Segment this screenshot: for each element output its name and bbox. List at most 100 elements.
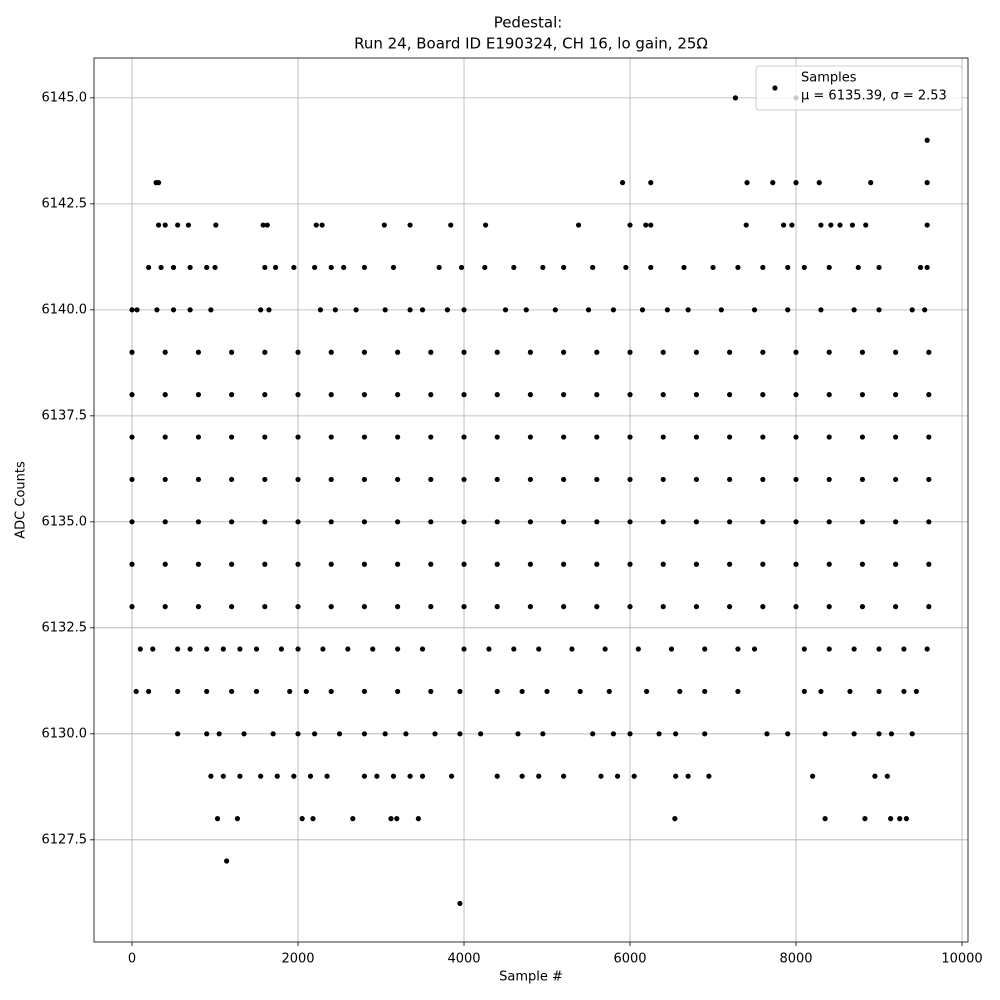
point [693, 519, 700, 525]
point [693, 604, 700, 610]
point [862, 816, 868, 822]
point [922, 307, 928, 313]
point [395, 476, 401, 483]
point [175, 731, 181, 737]
point [793, 434, 799, 440]
point [623, 264, 629, 271]
point [328, 349, 334, 355]
point [888, 731, 895, 737]
y-tick-label: 6142.5 [42, 196, 88, 211]
point [458, 264, 465, 271]
point [341, 264, 347, 271]
point [851, 307, 857, 313]
point [876, 307, 882, 313]
point [822, 816, 828, 822]
point [681, 264, 687, 271]
point [307, 773, 314, 779]
point [614, 773, 621, 779]
point [262, 519, 268, 525]
point [374, 773, 380, 779]
point [390, 264, 397, 271]
point [849, 222, 856, 228]
point [893, 349, 899, 355]
point [229, 688, 235, 695]
point [826, 604, 832, 610]
point [924, 180, 930, 186]
point [129, 307, 135, 313]
point [328, 392, 334, 398]
point [826, 349, 832, 355]
point [260, 222, 266, 228]
point [627, 349, 633, 355]
point [345, 646, 351, 652]
point [743, 222, 749, 228]
point [328, 561, 334, 567]
point [273, 264, 279, 271]
point [552, 307, 558, 313]
point [208, 307, 214, 313]
point [818, 688, 824, 695]
point [818, 222, 824, 228]
point [187, 264, 193, 271]
point [764, 731, 770, 737]
point [494, 349, 500, 355]
point [664, 307, 670, 313]
point [868, 180, 874, 186]
point [428, 392, 434, 398]
point [264, 222, 270, 228]
y-tick-label: 6135.0 [42, 514, 88, 529]
point [924, 264, 930, 271]
point [195, 392, 202, 398]
point [129, 519, 135, 525]
x-tick-label: 0 [128, 952, 136, 967]
y-axis-label: ADC Counts [14, 461, 29, 539]
point [395, 349, 401, 355]
point [619, 180, 626, 186]
point [903, 816, 910, 822]
point [266, 307, 272, 313]
point [594, 519, 600, 525]
point [428, 519, 434, 525]
point [793, 392, 799, 398]
point [511, 264, 517, 271]
point [361, 519, 368, 525]
point [494, 476, 500, 483]
point [926, 349, 932, 355]
point [370, 646, 376, 652]
point [673, 773, 679, 779]
point [863, 222, 869, 228]
point [162, 519, 168, 525]
point [278, 646, 285, 652]
point [660, 349, 666, 355]
point [926, 476, 932, 483]
point [855, 264, 861, 271]
point [253, 688, 260, 695]
point [502, 307, 509, 313]
point [204, 731, 210, 737]
point [527, 349, 534, 355]
point [793, 180, 799, 186]
point [395, 392, 401, 398]
point [913, 688, 919, 695]
point [295, 392, 301, 398]
point [893, 604, 899, 610]
point [129, 392, 135, 398]
point [644, 688, 650, 695]
point [328, 519, 334, 525]
point [328, 476, 334, 483]
chart-subtitle: Run 24, Board ID E190324, CH 16, lo gain… [354, 35, 708, 53]
point [461, 561, 467, 567]
point [229, 519, 235, 525]
point [751, 646, 758, 652]
point [585, 307, 592, 313]
point [332, 307, 338, 313]
point [727, 476, 733, 483]
point [893, 519, 899, 525]
point [594, 392, 600, 398]
point [419, 646, 426, 652]
point [859, 434, 866, 440]
point [388, 816, 394, 822]
point [291, 773, 297, 779]
point [133, 688, 139, 695]
point [594, 561, 600, 567]
